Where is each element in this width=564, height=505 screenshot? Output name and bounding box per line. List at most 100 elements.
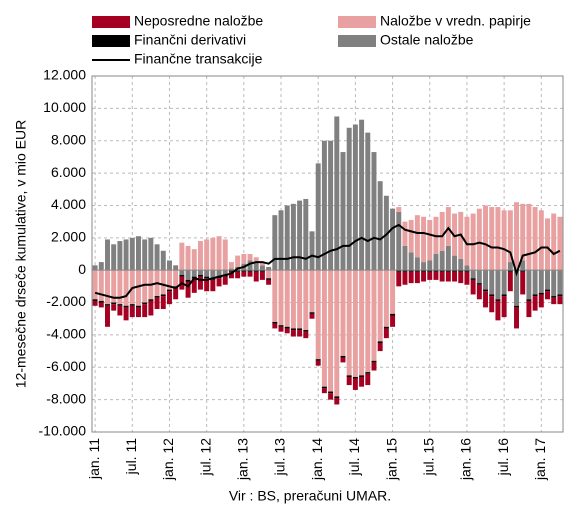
bar <box>489 207 495 271</box>
bar <box>545 291 550 300</box>
bar <box>235 255 241 267</box>
bar <box>396 211 402 271</box>
source: Vir : BS, preračuni UMAR. <box>229 488 391 504</box>
bar <box>111 244 117 271</box>
bar <box>105 239 110 271</box>
bar <box>365 270 371 373</box>
bar <box>421 262 427 271</box>
bar <box>470 213 476 271</box>
bar <box>396 270 402 272</box>
bar <box>272 323 278 329</box>
legend-swatch <box>92 16 130 28</box>
bar <box>402 270 408 272</box>
bar <box>526 270 532 300</box>
x-tick-label: jul. 12 <box>197 438 213 477</box>
bar <box>117 241 123 271</box>
bar <box>290 328 296 331</box>
bar <box>476 208 482 271</box>
bar <box>445 245 451 271</box>
y-axis-label: 12-mesečne drseče kumulative, v mio EUR <box>13 120 29 388</box>
bar <box>321 386 327 389</box>
bar <box>489 270 495 295</box>
bar <box>464 265 470 271</box>
bar <box>526 203 532 271</box>
bar <box>433 254 439 271</box>
bar <box>352 124 358 271</box>
bar <box>284 205 290 271</box>
bar <box>352 376 358 379</box>
bar <box>551 297 557 305</box>
bar <box>297 328 303 331</box>
bar <box>334 398 340 405</box>
bar <box>290 330 296 337</box>
bar <box>179 242 185 271</box>
bar <box>390 315 396 327</box>
bar <box>408 220 414 253</box>
bar <box>228 271 234 279</box>
legend-label: Finančni derivativi <box>134 32 246 48</box>
bar <box>210 270 216 279</box>
bar <box>458 258 464 271</box>
bar <box>427 270 433 272</box>
bar <box>377 343 383 352</box>
bar <box>123 270 129 306</box>
bar <box>185 281 191 298</box>
bar <box>470 278 476 280</box>
bar <box>483 291 489 308</box>
bar <box>427 271 433 280</box>
bar <box>514 270 519 306</box>
bar <box>402 245 408 271</box>
y-tick-label: 6.000 <box>51 164 86 180</box>
bar <box>191 249 197 271</box>
bar <box>92 270 98 300</box>
bar <box>340 270 346 356</box>
bar <box>408 271 414 284</box>
bar <box>551 296 557 298</box>
bar <box>402 271 408 285</box>
bar <box>210 237 216 271</box>
bar <box>272 321 278 324</box>
bar <box>408 270 414 272</box>
bar <box>111 304 117 311</box>
bar <box>204 276 210 279</box>
bar <box>148 300 154 316</box>
bar <box>123 307 129 321</box>
bar <box>266 270 272 279</box>
bar <box>526 299 532 301</box>
bar <box>228 268 234 271</box>
bar <box>377 181 383 271</box>
bar <box>222 239 228 271</box>
bar <box>166 260 172 271</box>
bar <box>284 270 290 327</box>
bar <box>266 266 272 271</box>
bar <box>191 278 197 293</box>
legend-swatch <box>92 35 130 47</box>
bar <box>98 302 104 308</box>
bar <box>303 331 309 339</box>
bar <box>501 270 507 295</box>
x-tick-label: jan. 13 <box>235 438 251 481</box>
y-tick-label: -8.000 <box>46 390 86 406</box>
bar <box>495 299 501 301</box>
bar <box>129 237 135 271</box>
bar <box>464 271 470 285</box>
bar <box>222 276 228 285</box>
plot-frame <box>91 75 564 433</box>
bar <box>290 203 296 271</box>
legend-label: Finančne transakcije <box>134 51 263 67</box>
bar <box>173 265 179 271</box>
bar <box>259 270 265 272</box>
bar <box>315 359 321 361</box>
y-tick-label: -6.000 <box>46 358 86 374</box>
bar <box>179 275 185 277</box>
bar <box>414 270 420 272</box>
bar <box>514 305 519 308</box>
bar <box>476 284 482 300</box>
bar <box>383 328 389 339</box>
y-tick-label: -2.000 <box>46 293 86 309</box>
bar <box>458 270 464 272</box>
bar <box>538 210 544 271</box>
bar <box>433 271 439 280</box>
bar <box>421 216 427 263</box>
bar <box>439 271 445 282</box>
